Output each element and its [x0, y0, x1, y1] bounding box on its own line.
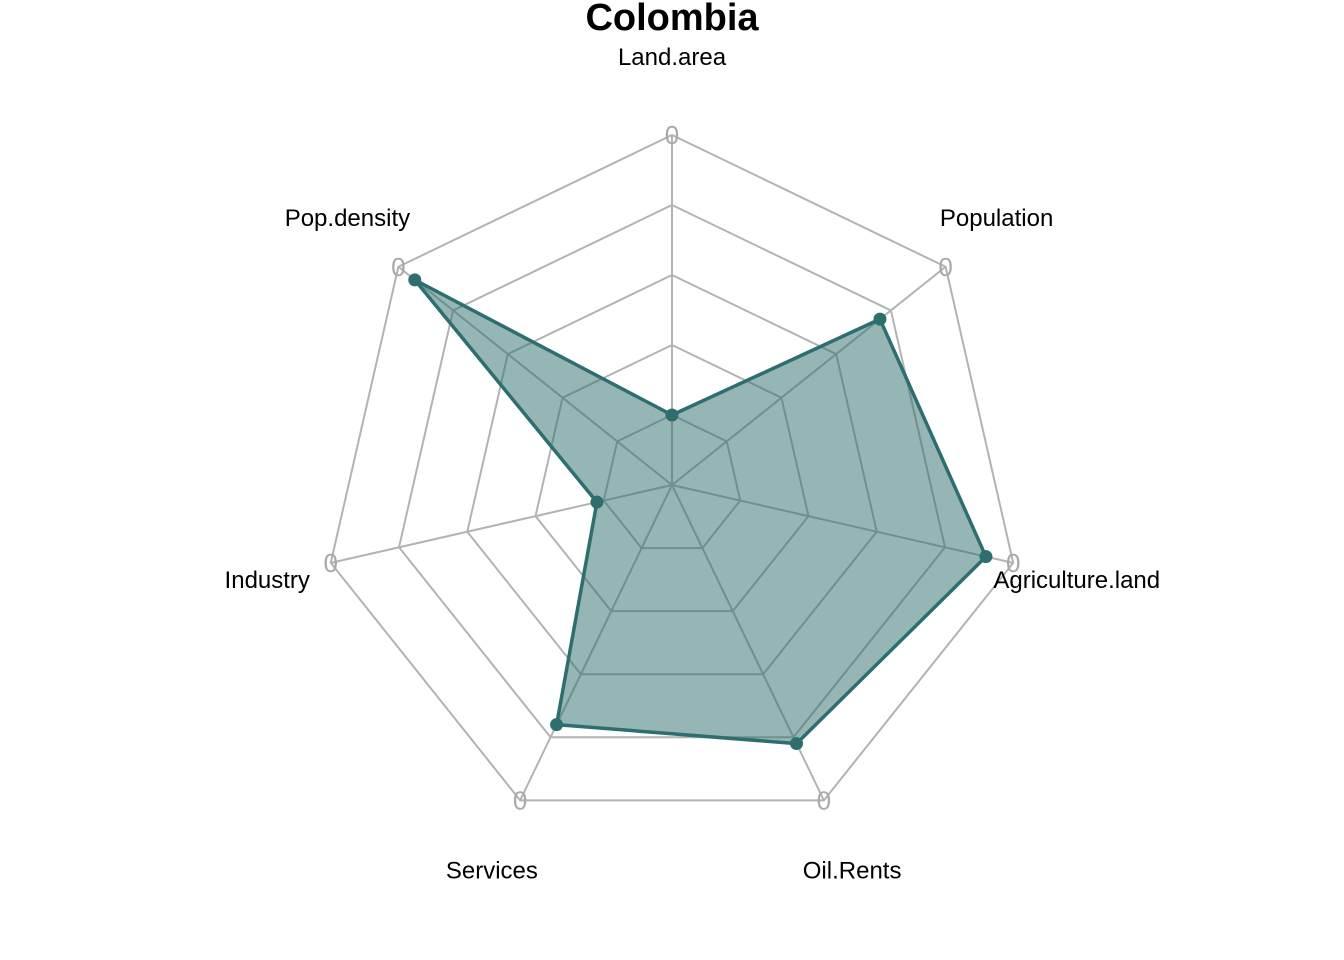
chart-title: Colombia	[585, 0, 759, 39]
axis-label: Agriculture.land	[993, 567, 1160, 594]
series-area	[413, 278, 988, 746]
tick-label: 0	[817, 785, 831, 815]
axis-label: Services	[446, 858, 538, 885]
series-point	[873, 312, 887, 326]
tick-label: 0	[938, 252, 952, 282]
axis-label: Pop.density	[285, 205, 410, 232]
grid-ring-5	[329, 133, 1015, 802]
series-point	[408, 273, 422, 287]
series-point	[665, 408, 679, 422]
series-point	[979, 550, 993, 564]
tick-label: 0	[513, 785, 527, 815]
radar-axis-labels: Land.area Population Agriculture.land Oil.R…	[225, 44, 1161, 885]
tick-label: 0	[665, 120, 679, 150]
tick-label: 0	[1006, 548, 1020, 578]
radar-series	[408, 273, 993, 751]
axis-label: Population	[940, 205, 1053, 232]
radar-tick-labels: 0 0 0 0 0 0 0	[324, 120, 1021, 815]
axis-label: Industry	[225, 567, 310, 594]
grid-ring-4	[397, 203, 947, 739]
series-point	[790, 737, 804, 751]
tick-label: 0	[324, 548, 338, 578]
axis-label: Land.area	[618, 44, 727, 71]
series-point	[550, 718, 564, 732]
series-point	[590, 495, 604, 509]
tick-label: 0	[391, 252, 405, 282]
axis-label: Oil.Rents	[803, 858, 902, 885]
